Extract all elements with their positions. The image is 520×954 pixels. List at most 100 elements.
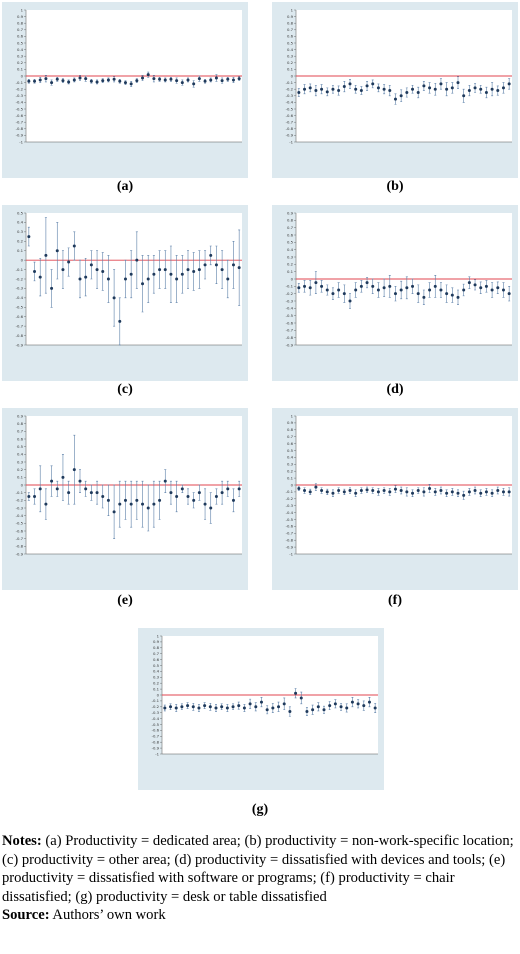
y-tick-label: 0.8 <box>287 427 294 432</box>
coefficient <box>123 80 127 85</box>
y-tick-label: 0.4 <box>287 47 294 52</box>
coefficient <box>339 702 343 711</box>
coefficient <box>337 282 341 298</box>
coefficient <box>484 86 488 99</box>
y-tick-label: -0.3 <box>16 286 24 291</box>
coefficient <box>411 84 415 94</box>
point <box>308 86 312 90</box>
point <box>320 284 324 288</box>
point <box>237 266 241 270</box>
point <box>371 82 375 86</box>
coefficient <box>473 279 477 291</box>
point <box>439 288 443 292</box>
y-tick-label: 0 <box>291 276 294 281</box>
point <box>197 77 201 81</box>
panel-label: (b) <box>386 179 403 194</box>
y-tick-label: -0.4 <box>286 100 294 105</box>
coefficient <box>342 284 346 303</box>
coefficient <box>405 276 409 300</box>
y-tick-label: 0.8 <box>153 645 160 650</box>
point <box>123 277 127 281</box>
y-tick-label: -0.8 <box>286 335 294 340</box>
coefficient <box>55 480 59 497</box>
coefficient <box>297 283 301 293</box>
coefficient <box>95 250 99 289</box>
point <box>61 268 65 272</box>
coefficient <box>197 75 201 82</box>
coefficient <box>393 93 397 105</box>
point <box>367 700 371 704</box>
coefficient <box>242 704 246 712</box>
point <box>320 87 324 91</box>
coefficient <box>220 250 224 289</box>
point <box>208 705 212 709</box>
coefficient <box>467 276 471 289</box>
coefficient <box>61 454 65 501</box>
coefficient <box>209 492 213 524</box>
coefficient <box>354 84 358 94</box>
coefficient <box>388 84 392 97</box>
point <box>192 498 196 502</box>
point <box>44 502 48 506</box>
point <box>220 705 224 709</box>
coefficient <box>152 480 156 528</box>
coefficient <box>38 257 42 297</box>
coefficient <box>320 487 324 494</box>
y-tick-label: -0.3 <box>152 710 160 715</box>
coefficient <box>331 84 335 94</box>
y-tick-label: -0.1 <box>286 80 294 85</box>
y-tick-label: -1 <box>289 139 293 144</box>
coefficient <box>371 487 375 494</box>
point <box>348 299 352 303</box>
y-tick-label: 0.5 <box>17 40 24 45</box>
point <box>359 89 363 93</box>
coefficient <box>367 697 371 708</box>
point <box>141 282 145 286</box>
coefficient <box>118 79 122 84</box>
point <box>428 86 432 90</box>
point <box>254 705 258 709</box>
y-tick-label: -0.1 <box>16 267 24 272</box>
y-tick-label: 0.4 <box>287 247 294 252</box>
y-tick-label: 0.1 <box>17 248 24 253</box>
point <box>152 502 156 506</box>
panel-label: (a) <box>117 179 134 194</box>
point <box>496 489 500 493</box>
point <box>231 78 235 82</box>
point <box>450 86 454 90</box>
coefficient <box>101 484 105 509</box>
coefficient <box>311 704 315 715</box>
point <box>393 97 397 101</box>
coefficient <box>445 82 449 97</box>
point <box>325 90 329 94</box>
y-tick-label: -0.4 <box>286 510 294 515</box>
point <box>331 87 335 91</box>
point <box>473 489 477 493</box>
coefficient <box>456 289 460 305</box>
coefficient <box>496 281 500 294</box>
coefficient <box>359 487 363 494</box>
y-tick-label: -0.6 <box>16 314 24 319</box>
coefficient <box>479 281 483 294</box>
y-tick-label: -0.7 <box>286 328 294 333</box>
point <box>180 81 184 85</box>
point <box>197 706 201 710</box>
y-tick-label: 1 <box>157 633 160 638</box>
coefficient <box>490 82 494 97</box>
y-tick-label: -0.8 <box>286 126 294 131</box>
point <box>175 79 179 83</box>
y-tick-label: -0.3 <box>16 505 24 510</box>
point <box>388 490 392 494</box>
coefficient <box>450 488 454 496</box>
point <box>405 91 409 94</box>
point <box>490 288 494 292</box>
point <box>445 87 449 91</box>
point <box>226 77 230 81</box>
point <box>84 275 88 279</box>
coefficient <box>428 484 432 493</box>
point <box>411 491 415 495</box>
point <box>180 487 184 491</box>
point <box>186 78 190 82</box>
point <box>112 510 116 514</box>
coefficient <box>135 231 139 289</box>
